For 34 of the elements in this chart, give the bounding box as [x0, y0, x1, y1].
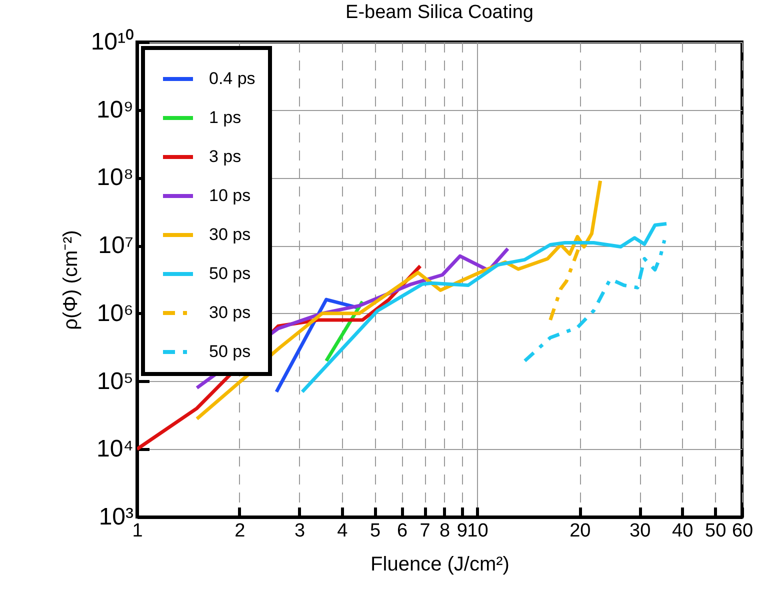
x-tick-label: 9	[456, 520, 468, 542]
y-tick-label: 10⁶	[96, 300, 134, 327]
x-tick-label: 7	[420, 520, 430, 542]
legend-label: 0.4 ps	[209, 69, 256, 88]
legend-label: 3 ps	[209, 147, 242, 166]
y-tick-label: 10⁸	[96, 164, 134, 192]
y-tick-label: 10⁵	[96, 368, 134, 395]
x-tick-label: 5	[370, 520, 381, 542]
x-tick-label: 60	[732, 520, 754, 542]
x-tick-label: 3	[294, 520, 306, 542]
x-axis-title: Fluence (J/cm²)	[370, 554, 510, 576]
x-tick-label: 1	[132, 520, 143, 542]
chart-title: E-beam Silica Coating	[346, 2, 534, 23]
y-tick-label: 10⁴	[96, 436, 134, 463]
legend-label: 1 ps	[209, 108, 242, 127]
legend-label: 30 ps	[209, 303, 251, 322]
x-tick-label: 10	[467, 520, 488, 542]
legend-label: 50 ps	[209, 264, 251, 283]
x-tick-label: 20	[570, 520, 591, 542]
x-tick-label: 30	[630, 520, 651, 542]
x-tick-label: 6	[396, 520, 408, 542]
x-tick-label: 40	[672, 520, 694, 542]
y-tick-label: 10⁷	[98, 232, 134, 260]
x-tick-label: 50	[704, 520, 726, 542]
x-tick-label: 8	[439, 520, 450, 542]
y-tick-label: 10³	[98, 504, 134, 530]
legend-label: 10 ps	[209, 186, 251, 205]
y-tick-label: 10¹⁰	[90, 28, 134, 56]
x-tick-label: 2	[234, 520, 246, 542]
legend-label: 30 ps	[209, 225, 251, 244]
x-tick-label: 4	[337, 520, 348, 542]
legend-label: 50 ps	[209, 342, 251, 361]
y-tick-label: 10⁹	[96, 96, 134, 124]
y-axis-title: ρ(Φ) (cm⁻²)	[60, 230, 82, 330]
